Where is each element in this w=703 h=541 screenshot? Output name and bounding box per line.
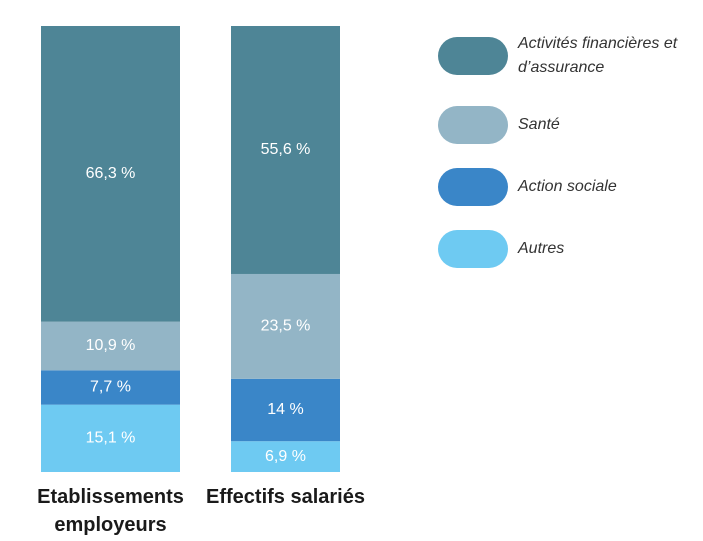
data-label: 6,9 % [265,448,306,465]
data-label: 55,6 % [261,141,311,158]
bar-segment [41,321,180,371]
bar-segment [231,378,340,442]
legend-swatch [438,37,508,75]
bar-segment [41,26,180,322]
legend-label: Autres [518,240,565,257]
bar-segment [41,404,180,472]
bar-segment [231,26,340,274]
data-label: 15,1 % [86,430,136,447]
data-label: 10,9 % [86,337,136,354]
data-label: 23,5 % [261,318,311,335]
data-label: 7,7 % [90,379,131,396]
bar-segment [41,370,180,405]
legend-swatch [438,168,508,206]
data-label: 14 % [267,401,303,418]
bar-segment [231,441,340,472]
bar-segment [231,273,340,379]
legend-swatch [438,106,508,144]
legend-label: Action sociale [518,178,617,195]
x-tick-label: Etablissements employeurs [37,486,184,536]
legend-swatch [438,230,508,268]
data-label: 66,3 % [86,165,136,182]
legend-label: Activités financières et d’assurance [518,35,678,76]
legend-label: Santé [518,116,560,133]
x-tick-label: Effectifs salariés [206,486,365,508]
